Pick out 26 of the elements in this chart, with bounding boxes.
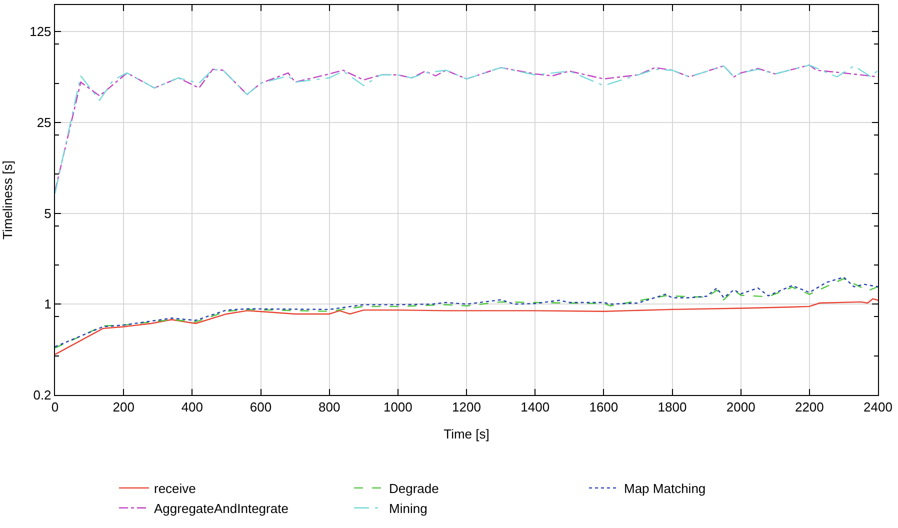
x-tick-label: 1200 [452,400,481,415]
x-tick-label: 400 [181,400,204,415]
y-tick-label: 1 [44,296,52,312]
legend-label: Degrade [389,481,439,496]
x-tick-label: 1000 [383,400,412,415]
x-tick-label: 2200 [794,400,824,415]
y-tick-label: 5 [44,206,52,221]
x-tick-label: 600 [250,400,272,415]
legend-label: AggregateAndIntegrate [154,500,288,516]
y-tick-label: 125 [30,24,52,40]
x-axis-title: Time [s] [444,426,490,442]
x-tick-label: 800 [318,400,340,415]
x-tick-label: 1600 [589,400,618,415]
x-tick-label: 1400 [520,400,550,415]
legend-label: Map Matching [624,481,706,496]
x-tick-label: 0 [51,400,59,415]
x-tick-label: 2400 [864,400,892,415]
legend-label: receive [154,481,196,496]
x-tick-label: 1800 [658,400,687,415]
y-tick-label: 25 [36,114,52,130]
x-tick-label: 200 [112,400,134,415]
y-axis-title: Timeliness [s] [0,160,15,240]
line-series [55,298,878,356]
x-tick-label: 2000 [726,400,756,415]
y-tick-label: 0.2 [33,388,52,403]
legend-label: Mining [389,500,428,516]
